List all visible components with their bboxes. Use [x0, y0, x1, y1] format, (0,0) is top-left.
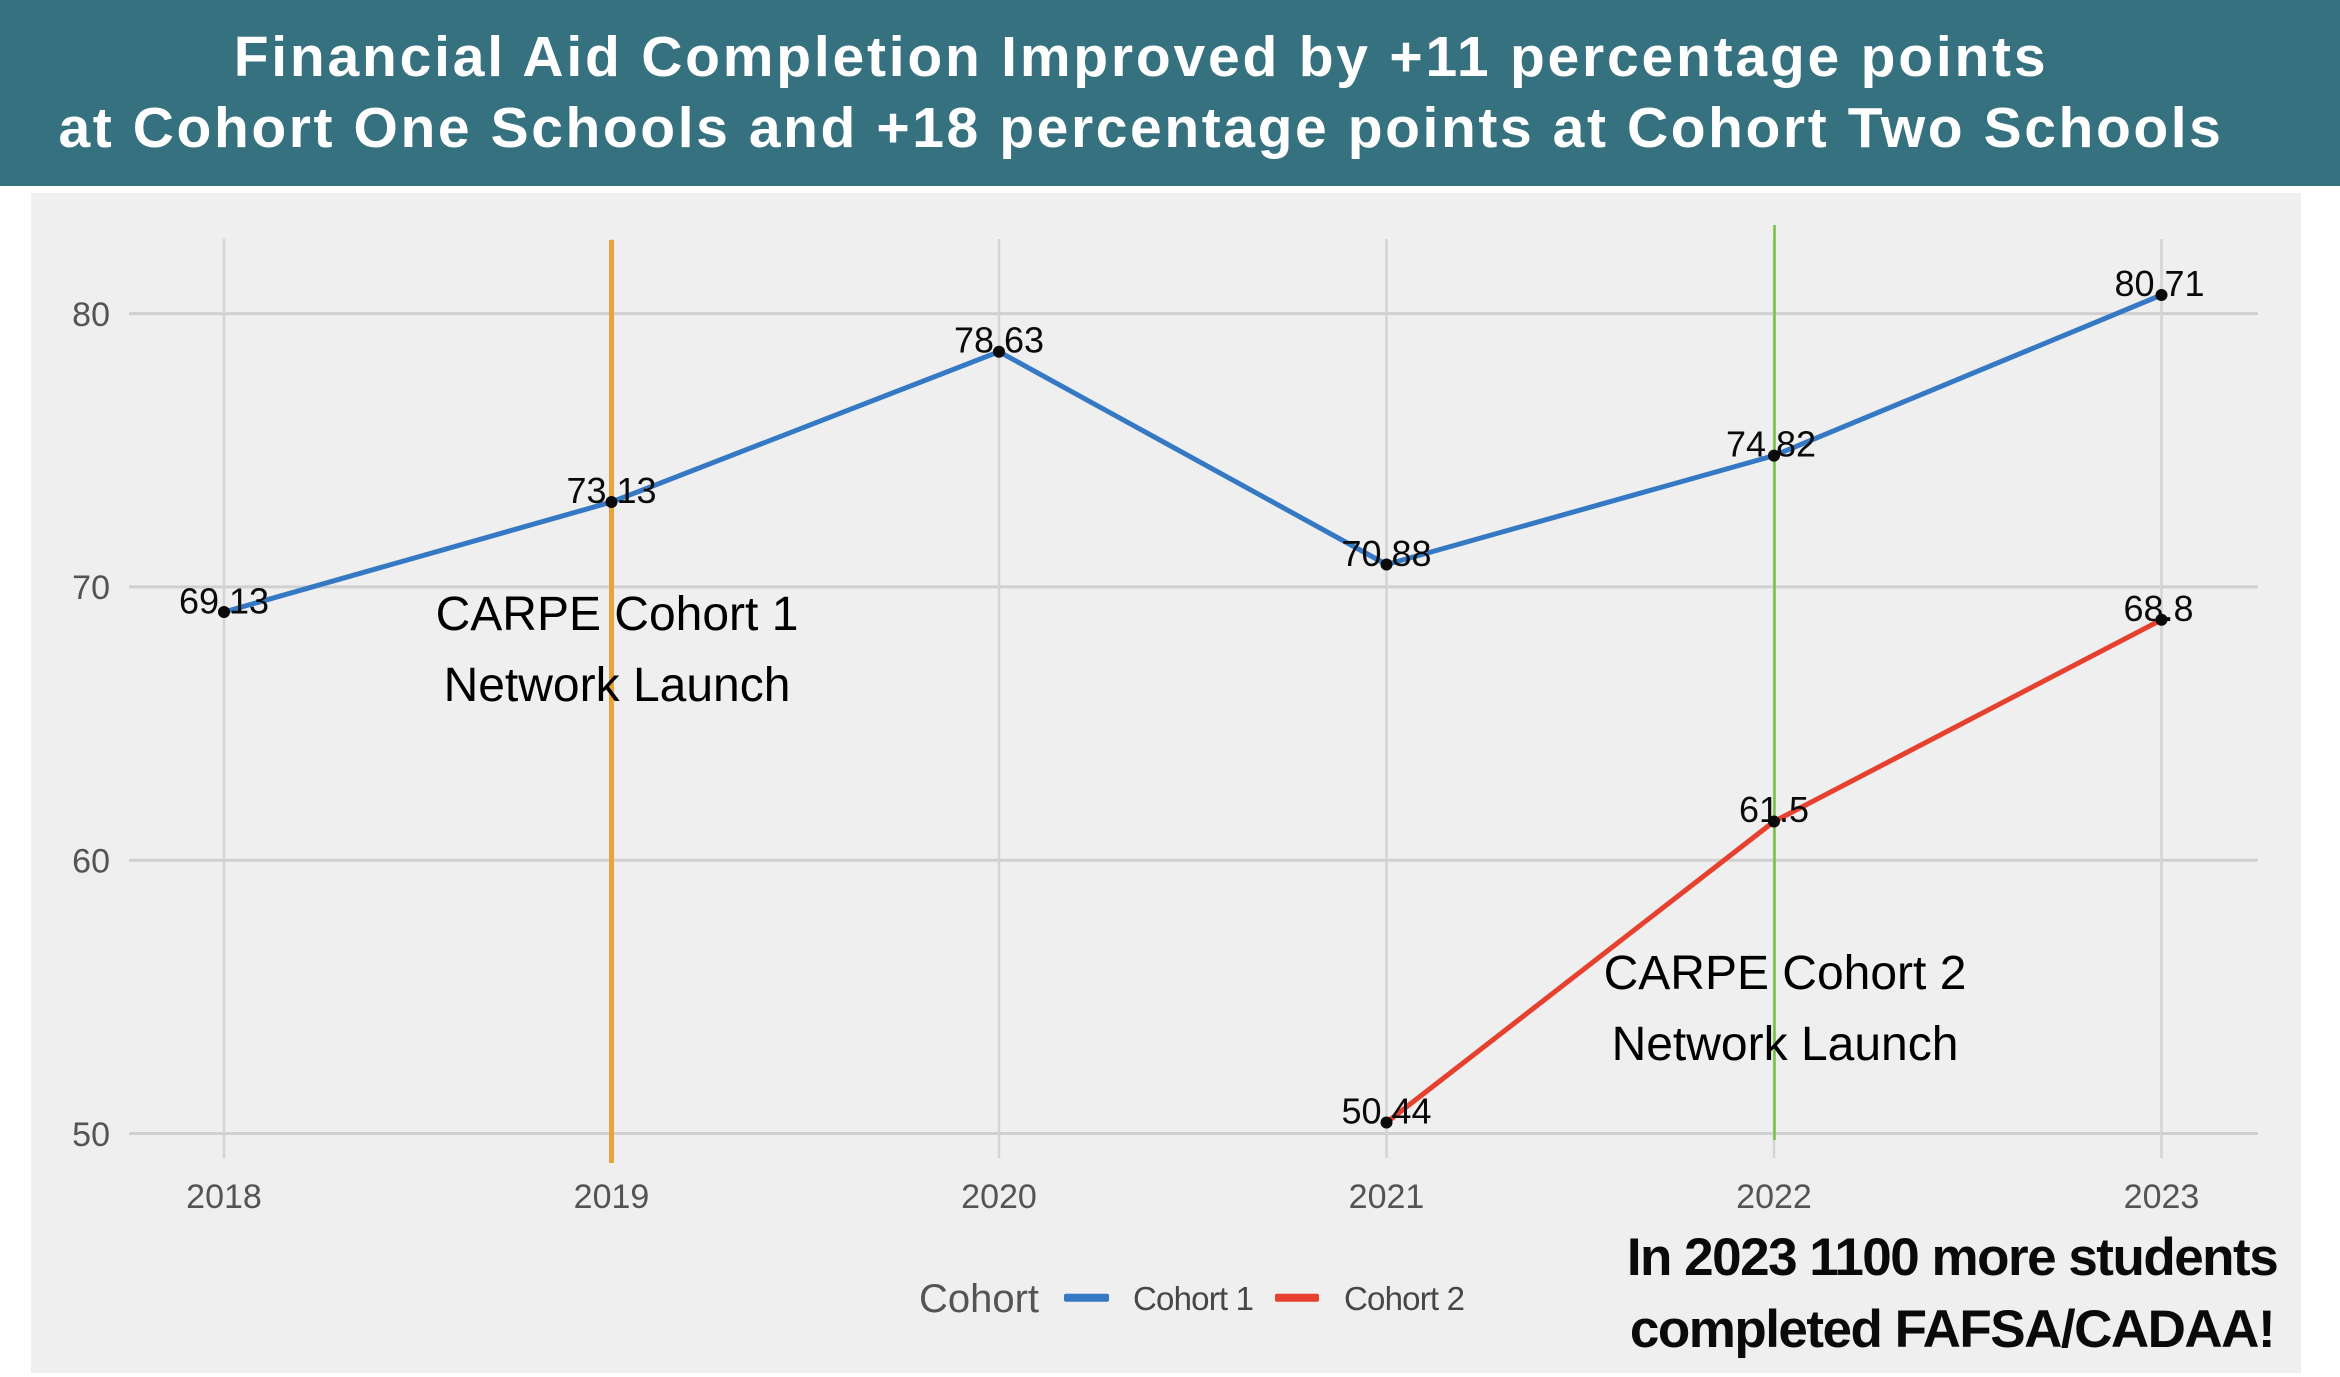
svg-text:50.44: 50.44 — [1341, 1091, 1431, 1132]
svg-text:2022: 2022 — [1736, 1178, 1812, 1216]
svg-text:70: 70 — [72, 569, 110, 607]
svg-text:80.71: 80.71 — [2114, 263, 2204, 304]
svg-text:Cohort: Cohort — [919, 1277, 1039, 1321]
svg-text:70.88: 70.88 — [1341, 533, 1431, 574]
svg-text:CARPE Cohort 1: CARPE Cohort 1 — [436, 588, 799, 641]
svg-text:69.13: 69.13 — [179, 581, 269, 622]
svg-text:80: 80 — [72, 296, 110, 334]
svg-text:74.82: 74.82 — [1726, 424, 1816, 465]
svg-text:50: 50 — [72, 1116, 110, 1154]
svg-text:78.63: 78.63 — [954, 320, 1044, 361]
svg-text:2021: 2021 — [1349, 1178, 1425, 1216]
svg-text:completed FAFSA/CADAA!: completed FAFSA/CADAA! — [1630, 1300, 2274, 1359]
svg-text:at Cohort One Schools and +18: at Cohort One Schools and +18 percentage… — [59, 96, 2224, 160]
svg-text:68.8: 68.8 — [2123, 588, 2193, 629]
svg-text:2018: 2018 — [186, 1178, 262, 1216]
svg-text:73.13: 73.13 — [566, 470, 656, 511]
svg-text:Cohort 1: Cohort 1 — [1133, 1280, 1253, 1317]
svg-text:2023: 2023 — [2124, 1178, 2200, 1216]
svg-text:60: 60 — [72, 843, 110, 881]
svg-text:61.5: 61.5 — [1739, 789, 1809, 830]
svg-text:Network Launch: Network Launch — [1612, 1018, 1959, 1071]
svg-text:2019: 2019 — [574, 1178, 650, 1216]
svg-text:CARPE Cohort 2: CARPE Cohort 2 — [1604, 947, 1967, 1000]
svg-text:In 2023 1100 more students: In 2023 1100 more students — [1627, 1228, 2277, 1287]
svg-text:Network Launch: Network Launch — [444, 659, 791, 712]
svg-text:Financial Aid Completion Impro: Financial Aid Completion Improved by +11… — [234, 25, 2049, 89]
svg-text:2020: 2020 — [961, 1178, 1037, 1216]
svg-text:Cohort 2: Cohort 2 — [1344, 1280, 1464, 1317]
